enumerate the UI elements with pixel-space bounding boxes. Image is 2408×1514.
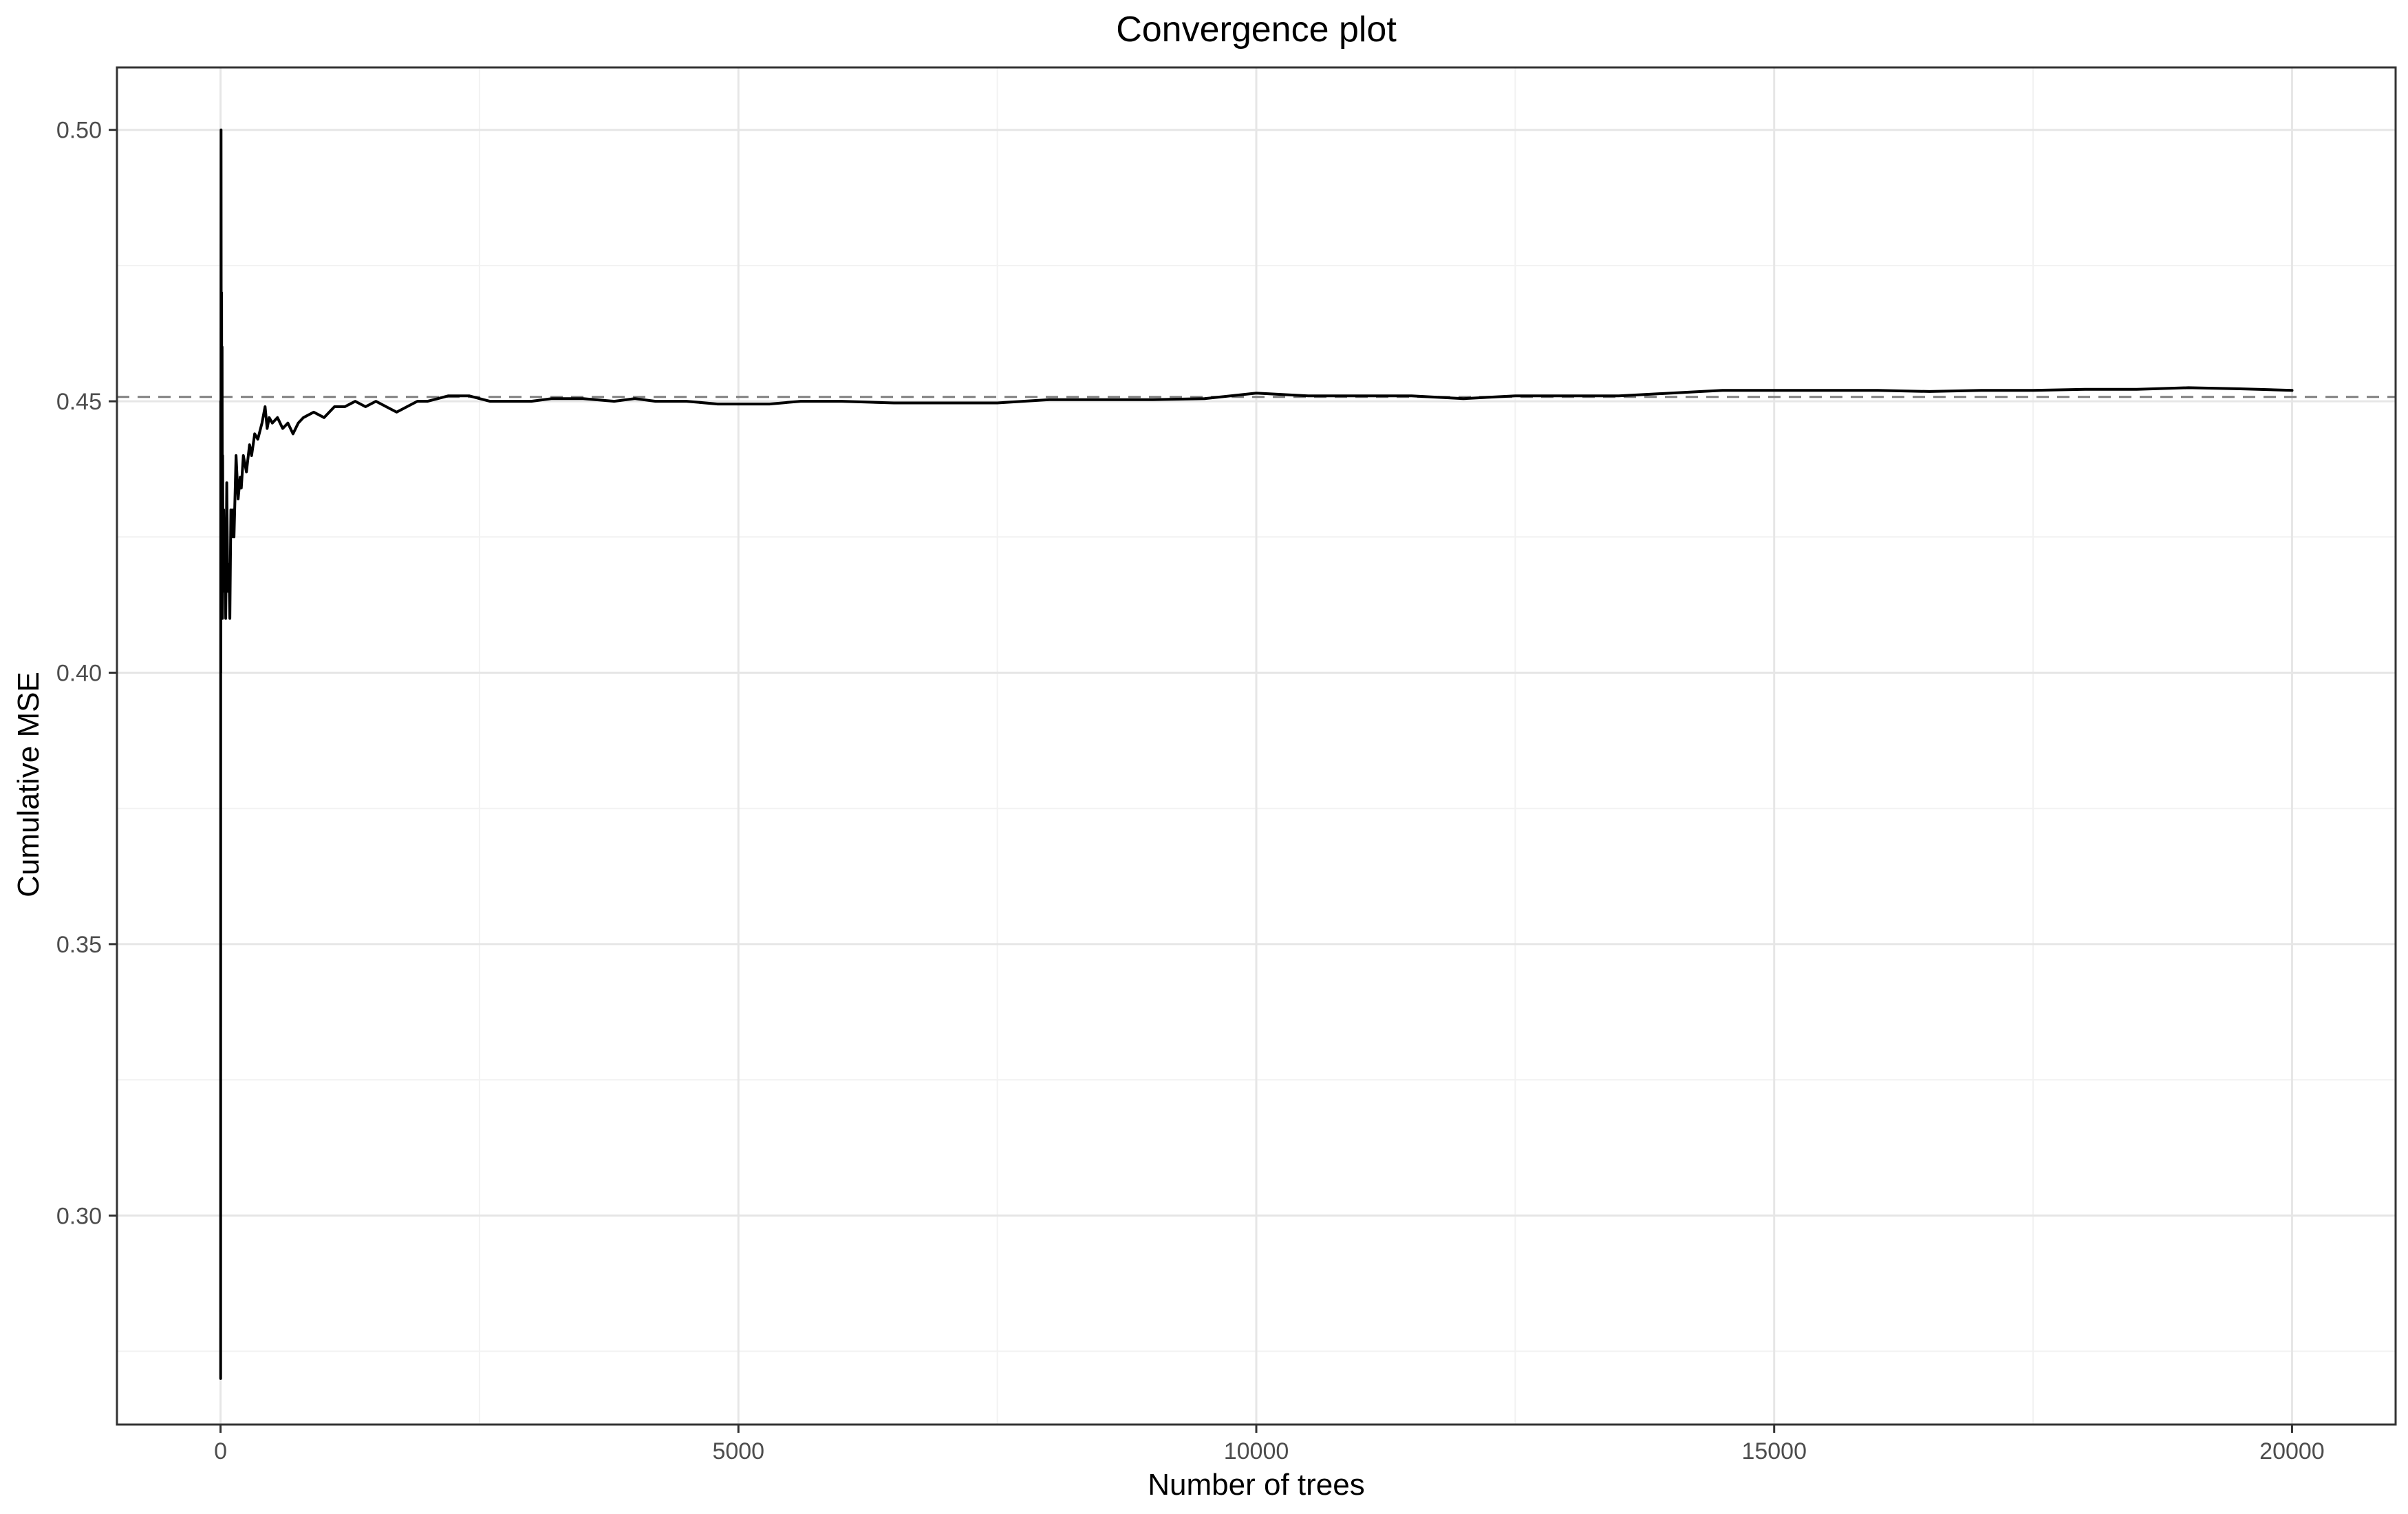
x-tick-label: 15000 <box>1741 1438 1807 1464</box>
y-tick-label: 0.30 <box>56 1203 102 1229</box>
x-tick-label: 5000 <box>712 1438 764 1464</box>
y-tick-label: 0.50 <box>56 118 102 144</box>
y-tick-label: 0.40 <box>56 661 102 687</box>
y-tick-label: 0.35 <box>56 932 102 958</box>
x-axis: 0 5000 10000 15000 20000 <box>214 1425 2325 1464</box>
x-tick-label: 20000 <box>2259 1438 2325 1464</box>
chart-title: Convergence plot <box>1116 10 1397 50</box>
x-tick-label: 10000 <box>1224 1438 1289 1464</box>
x-axis-title: Number of trees <box>1148 1468 1364 1502</box>
y-axis-title: Cumulative MSE <box>12 672 45 897</box>
x-tick-label: 0 <box>214 1438 227 1464</box>
y-tick-label: 0.45 <box>56 389 102 415</box>
series-group <box>219 128 2294 1380</box>
series-line <box>219 128 2294 1380</box>
y-axis: 0.30 0.35 0.40 0.45 0.50 <box>56 118 117 1229</box>
